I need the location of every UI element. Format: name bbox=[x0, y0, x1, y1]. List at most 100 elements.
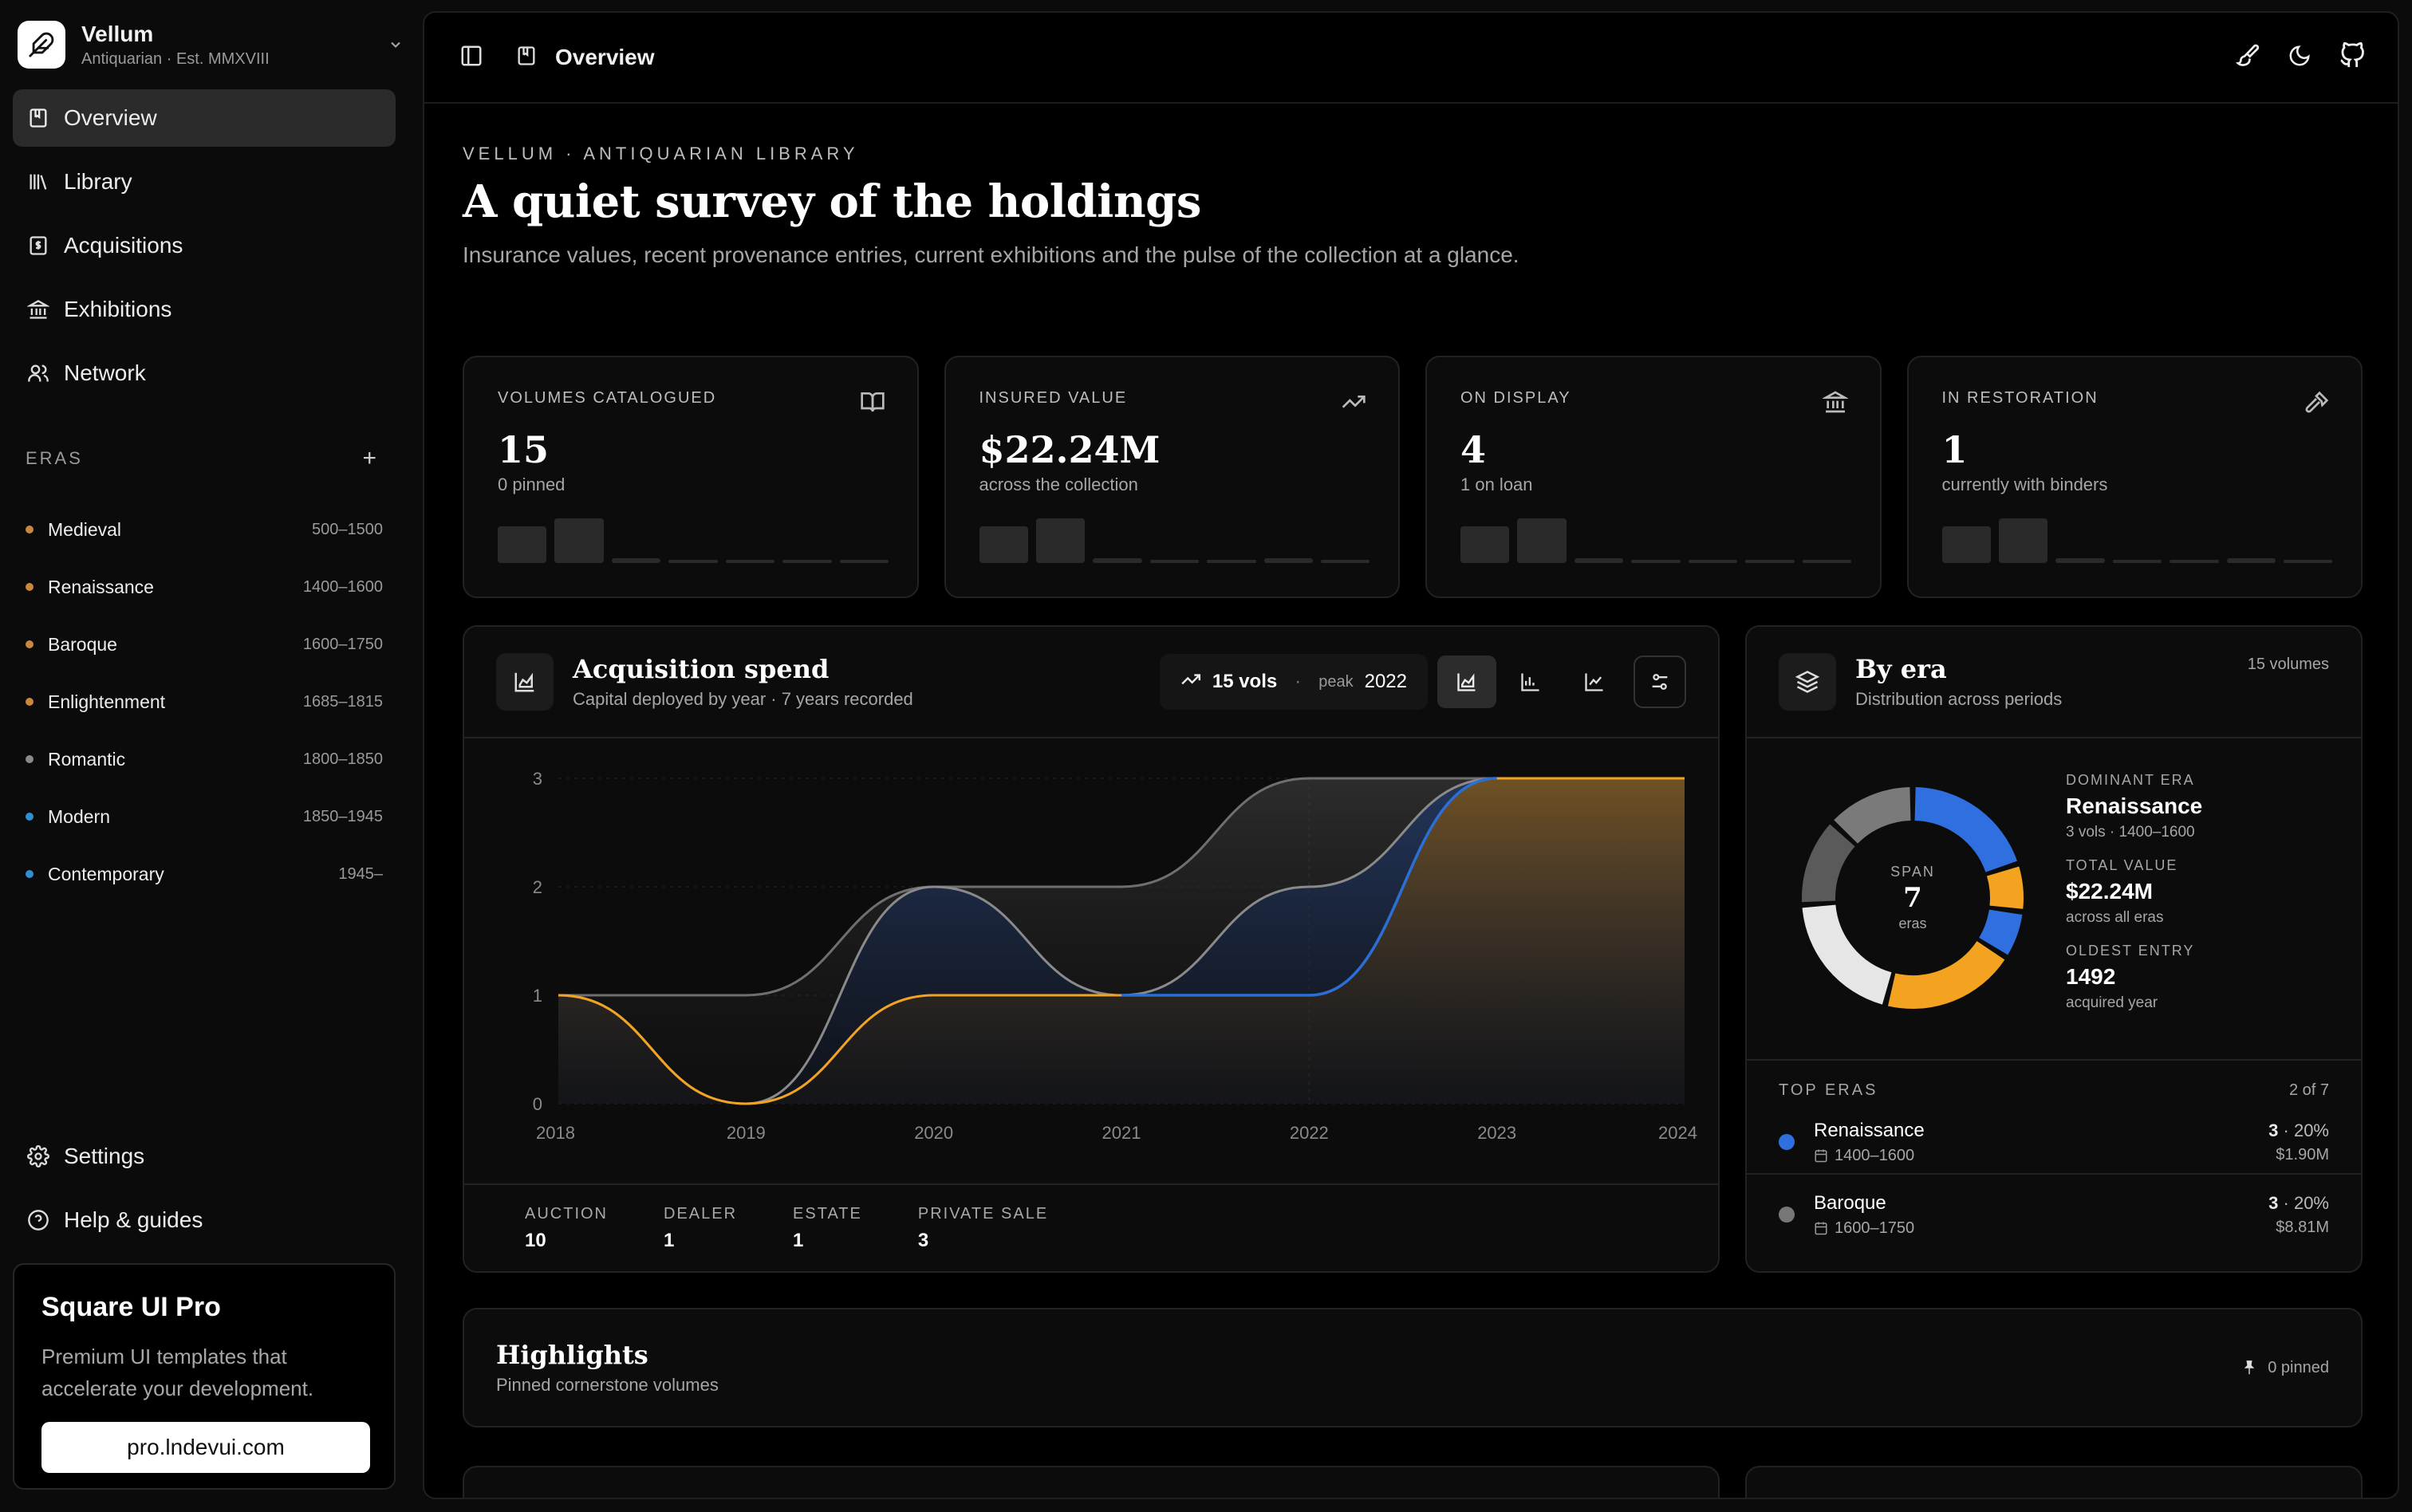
era-donut-chart bbox=[1802, 787, 2024, 1009]
promo-button[interactable]: pro.lndevui.com bbox=[41, 1422, 370, 1473]
donut-segment bbox=[1834, 787, 1912, 845]
era-color-dot bbox=[1779, 1134, 1795, 1150]
era-item-modern[interactable]: Modern 1850–1945 bbox=[26, 788, 383, 845]
sidebar-toggle-icon[interactable] bbox=[459, 44, 483, 72]
promo-title: Square UI Pro bbox=[41, 1292, 221, 1322]
volume-count: 15 volumes bbox=[2247, 656, 2329, 673]
y-tick-label: 2 bbox=[533, 877, 542, 897]
museum-icon bbox=[1821, 389, 1849, 419]
panel-title: Highlights bbox=[496, 1340, 648, 1370]
area-chart-button[interactable] bbox=[1437, 656, 1496, 708]
donut-segment bbox=[1978, 909, 2023, 955]
github-icon[interactable] bbox=[2339, 41, 2366, 73]
panel-subtitle: Distribution across periods bbox=[1855, 689, 2063, 709]
stat-sparkline bbox=[498, 518, 889, 563]
stat-card-insured: INSURED VALUE $22.24M across the collect… bbox=[944, 356, 1400, 598]
nav-item-help[interactable]: Help & guides bbox=[13, 1191, 396, 1249]
nav-item-settings[interactable]: Settings bbox=[13, 1128, 396, 1185]
stat-sub: across the collection bbox=[979, 474, 1138, 494]
donut-center-value: 7 bbox=[1903, 882, 1922, 914]
era-item-medieval[interactable]: Medieval 500–1500 bbox=[26, 501, 383, 558]
stat-sub: 0 pinned bbox=[498, 474, 566, 494]
x-tick-label: 2020 bbox=[914, 1123, 953, 1143]
layers-icon bbox=[1779, 653, 1836, 711]
nav-item-network[interactable]: Network bbox=[13, 345, 396, 402]
stat-card-display: ON DISPLAY 4 1 on loan bbox=[1425, 356, 1882, 598]
nav-label: Overview bbox=[64, 105, 157, 130]
nav-item-overview[interactable]: Overview bbox=[13, 89, 396, 147]
library-icon bbox=[30, 174, 47, 190]
nav-label: Help & guides bbox=[64, 1207, 203, 1232]
promo-card: Square UI Pro Premium UI templates that … bbox=[13, 1263, 396, 1490]
add-era-button[interactable]: + bbox=[362, 445, 376, 471]
y-tick-label: 1 bbox=[533, 986, 542, 1006]
x-tick-label: 2019 bbox=[727, 1123, 766, 1143]
series-highlight-line bbox=[1121, 777, 1497, 997]
chart-line-icon bbox=[1585, 673, 1603, 691]
donut-segment bbox=[1887, 940, 2005, 1009]
era-dot bbox=[26, 870, 34, 878]
sidebar-footer-nav: Settings Help & guides bbox=[13, 1128, 396, 1255]
open-book-icon bbox=[860, 389, 885, 419]
stat-value: $22.24M bbox=[979, 428, 1161, 471]
stat-sparkline bbox=[1941, 518, 2333, 563]
chart-area-icon bbox=[496, 653, 554, 711]
line-chart-button[interactable] bbox=[1565, 656, 1624, 708]
donut-segment bbox=[1802, 904, 1893, 1005]
panel-subtitle: Capital deployed by year · 7 years recor… bbox=[573, 689, 913, 709]
brand-switcher[interactable]: Vellum Antiquarian · Est. MMXVIII bbox=[18, 19, 407, 70]
nav-item-acquisitions[interactable]: Acquisitions bbox=[13, 217, 396, 274]
nav-item-library[interactable]: Library bbox=[13, 153, 396, 211]
page-heading: A quiet survey of the holdings bbox=[463, 175, 1201, 228]
overview-content: VELLUM · ANTIQUARIAN LIBRARY A quiet sur… bbox=[463, 144, 2363, 598]
book-icon bbox=[515, 45, 538, 71]
topbar: Overview bbox=[424, 13, 2398, 104]
fact-dominant-era: DOMINANT ERA Renaissance 3 vols · 1400–1… bbox=[2066, 772, 2203, 841]
chevron-down-icon bbox=[384, 33, 407, 56]
era-item-contemporary[interactable]: Contemporary 1945– bbox=[26, 845, 383, 903]
brand-name: Vellum bbox=[81, 21, 154, 46]
panel-subtitle: Pinned cornerstone volumes bbox=[496, 1375, 719, 1395]
era-item-baroque[interactable]: Baroque 1600–1750 bbox=[26, 616, 383, 673]
era-dot bbox=[26, 640, 34, 648]
stat-sub: 1 on loan bbox=[1460, 474, 1533, 494]
era-item-enlightenment[interactable]: Enlightenment 1685–1815 bbox=[26, 673, 383, 730]
x-tick-label: 2018 bbox=[536, 1123, 575, 1143]
stat-value: 4 bbox=[1460, 428, 1487, 471]
main-panel: Overview VELLUM · ANTIQUARIAN LIBRARY A … bbox=[423, 11, 2399, 1499]
era-facts: DOMINANT ERA Renaissance 3 vols · 1400–1… bbox=[2066, 772, 2337, 1012]
era-dot bbox=[26, 813, 34, 821]
source-auction: AUCTION 10 bbox=[525, 1204, 608, 1251]
page-lead: Insurance values, recent provenance entr… bbox=[463, 242, 1519, 267]
eras-title: ERAS bbox=[26, 448, 83, 468]
chart-type-toggle bbox=[1437, 656, 1624, 708]
fact-total-value: TOTAL VALUE $22.24M across all eras bbox=[2066, 857, 2178, 926]
main-nav: Overview Library Acquisitions Exhibition… bbox=[13, 89, 396, 408]
promo-text: Premium UI templates that accelerate you… bbox=[41, 1345, 314, 1400]
brush-icon[interactable] bbox=[2235, 43, 2260, 73]
users-icon bbox=[28, 364, 49, 382]
stat-value: 1 bbox=[1941, 428, 1968, 471]
sliders-icon bbox=[1652, 674, 1668, 690]
top-era-row[interactable]: Baroque 1600–1750 3 · 20% $8.81M bbox=[1747, 1175, 2361, 1254]
nav-item-exhibitions[interactable]: Exhibitions bbox=[13, 281, 396, 338]
highlights-panel: Highlights Pinned cornerstone volumes 0 … bbox=[463, 1308, 2363, 1427]
top-eras-title: TOP ERAS bbox=[1779, 1081, 1878, 1099]
fact-oldest-entry: OLDEST ENTRY 1492 acquired year bbox=[2066, 943, 2195, 1011]
donut-segment bbox=[1986, 866, 2024, 909]
stat-sparkline bbox=[1460, 518, 1851, 563]
acquisition-panel: Acquisition spend Capital deployed by ye… bbox=[463, 625, 1720, 1273]
donut-center-unit: eras bbox=[1898, 915, 1927, 931]
era-item-romantic[interactable]: Romantic 1800–1850 bbox=[26, 730, 383, 788]
bar-chart-button[interactable] bbox=[1501, 656, 1560, 708]
donut-segment bbox=[1802, 824, 1856, 903]
pin-icon bbox=[2244, 1360, 2255, 1375]
top-era-row[interactable]: Renaissance 1400–1600 3 · 20% $1.90M bbox=[1747, 1100, 2361, 1173]
era-item-renaissance[interactable]: Renaissance 1400–1600 bbox=[26, 558, 383, 616]
era-dot bbox=[26, 526, 34, 534]
acquisition-chart: 0 1 2 3 2018 2019 2020 2021 2022 2023 2024 bbox=[533, 769, 1697, 1143]
chart-settings-button[interactable] bbox=[1634, 656, 1686, 708]
stat-cards: VOLUMES CATALOGUED 15 0 pinned INSURED V… bbox=[463, 356, 2363, 598]
donut-center-label: SPAN bbox=[1890, 864, 1935, 880]
moon-icon[interactable] bbox=[2288, 44, 2312, 72]
